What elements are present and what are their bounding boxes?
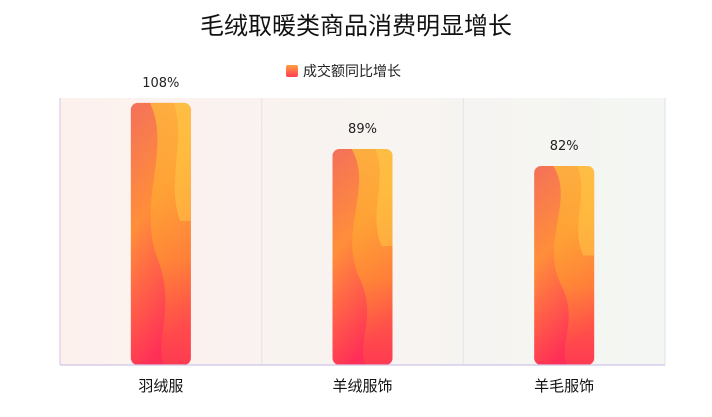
bar-group (534, 165, 595, 365)
data-labels: 108% 89% 82% (142, 76, 578, 154)
data-label: 108% (142, 76, 179, 91)
bar-highlight (150, 102, 191, 365)
grid-lines (59, 98, 666, 365)
bars (130, 102, 595, 365)
bar-highlight (351, 148, 393, 365)
bar-highlight (375, 148, 393, 247)
bar-group (332, 148, 393, 365)
bar-highlight (553, 165, 595, 365)
data-label: 89% (348, 122, 377, 137)
legend: 成交额同比增长 (286, 63, 401, 80)
legend-swatch (286, 65, 298, 77)
bar-group (130, 102, 191, 365)
bar-highlight (577, 165, 595, 256)
data-label: 82% (550, 139, 579, 154)
bar-highlight (174, 102, 191, 221)
x-tick-label: 羊毛服饰 (534, 377, 594, 395)
x-tick-label: 羽绒服 (138, 377, 183, 395)
x-tick-label: 羊绒服饰 (332, 377, 392, 395)
chart-title: 毛绒取暖类商品消费明显增长 (200, 12, 512, 40)
legend-label: 成交额同比增长 (303, 63, 401, 80)
x-axis-ticks: 羽绒服 羊绒服饰 羊毛服饰 (138, 377, 594, 395)
